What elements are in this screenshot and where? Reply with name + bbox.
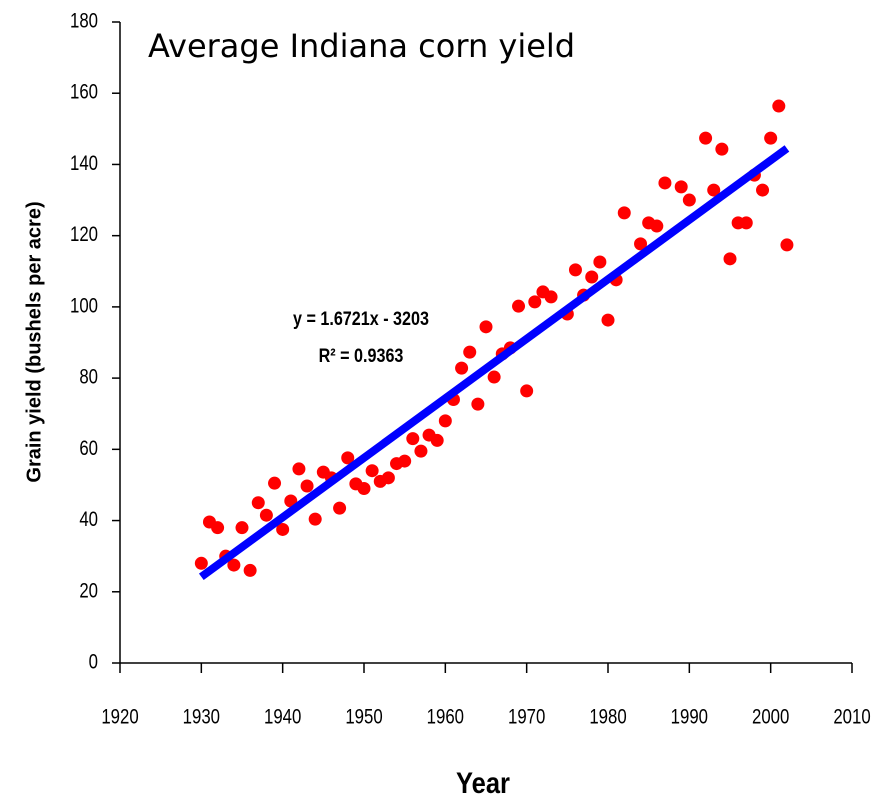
x-tick-label: 1940 <box>264 706 301 729</box>
point <box>780 238 794 252</box>
point <box>292 462 306 476</box>
point <box>772 99 786 113</box>
x-tick-label: 1920 <box>101 706 138 729</box>
y-tick-label: 180 <box>70 10 98 33</box>
point <box>194 556 208 570</box>
point <box>601 313 615 327</box>
y-tick-label: 80 <box>79 366 98 389</box>
point <box>617 206 631 220</box>
point <box>593 255 607 269</box>
point <box>276 522 290 536</box>
equation: y = 1.6721x - 3203 <box>293 308 429 330</box>
chart-title: Average Indiana corn yield <box>148 27 575 65</box>
y-tick-label: 0 <box>89 651 98 674</box>
point <box>715 142 729 156</box>
y-tick-label: 40 <box>79 508 98 531</box>
point <box>512 299 526 313</box>
r-squared: R² = 0.9363 <box>319 345 404 367</box>
point <box>463 345 477 359</box>
point <box>585 270 599 284</box>
point <box>333 501 347 515</box>
x-tick-label: 1980 <box>589 706 626 729</box>
point <box>520 384 534 398</box>
trendline <box>198 145 790 581</box>
point <box>365 464 379 478</box>
point <box>438 414 452 428</box>
y-tick-label: 160 <box>70 81 98 104</box>
point <box>414 444 428 458</box>
point <box>471 397 485 411</box>
point <box>308 512 322 526</box>
point <box>455 361 469 375</box>
point <box>357 482 371 496</box>
y-tick-label: 120 <box>70 224 98 247</box>
y-tick-label: 140 <box>70 152 98 175</box>
point <box>544 290 558 304</box>
point <box>634 237 648 251</box>
point <box>528 295 542 309</box>
point <box>211 521 225 535</box>
point <box>381 471 395 485</box>
point <box>764 131 778 145</box>
x-tick-label: 1970 <box>508 706 545 729</box>
point <box>251 496 265 510</box>
point <box>235 521 249 535</box>
point <box>398 454 412 468</box>
x-tick-label: 1950 <box>345 706 382 729</box>
point <box>568 263 582 277</box>
point <box>341 451 355 465</box>
point <box>658 176 672 190</box>
point <box>259 508 273 522</box>
y-axis-label: Grain yield (bushels per acre) <box>23 201 45 482</box>
point <box>487 370 501 384</box>
point <box>699 131 713 145</box>
point <box>479 320 493 334</box>
x-tick-label: 1960 <box>427 706 464 729</box>
x-tick-label: 2010 <box>833 706 870 729</box>
point <box>430 433 444 447</box>
point <box>707 183 721 197</box>
point <box>243 563 257 577</box>
point <box>227 558 241 572</box>
point <box>674 180 688 194</box>
point <box>739 216 753 230</box>
point <box>268 476 282 490</box>
point <box>723 252 737 266</box>
x-tick-label: 1990 <box>671 706 708 729</box>
point <box>682 193 696 207</box>
y-tick-label: 60 <box>79 437 98 460</box>
y-tick-label: 100 <box>70 295 98 318</box>
x-axis-label: Year <box>456 766 510 799</box>
y-tick-label: 20 <box>79 580 98 603</box>
point <box>650 219 664 233</box>
point <box>406 432 420 446</box>
point <box>756 183 770 197</box>
x-tick-label: 2000 <box>752 706 789 729</box>
x-tick-label: 1930 <box>183 706 220 729</box>
point <box>300 479 314 493</box>
